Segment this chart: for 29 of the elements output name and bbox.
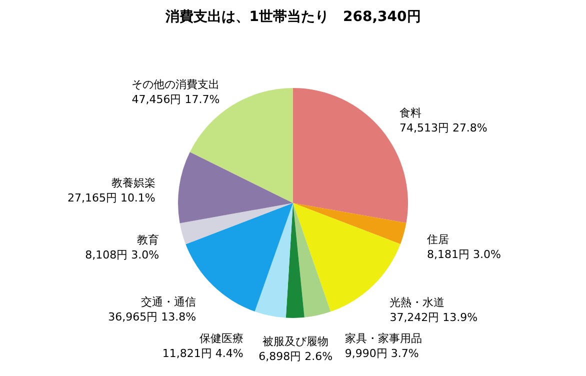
- slice-label: 教育: [137, 233, 160, 246]
- data-label: 8,108円 3.0%: [85, 248, 160, 262]
- pie-slice: [293, 203, 406, 244]
- pie-slice: [293, 203, 331, 318]
- pie-slice: [180, 203, 293, 244]
- slice-label: 保健医療: [199, 332, 244, 346]
- slice-label: 交通・通信: [141, 296, 196, 309]
- slice-label: 被服及び履物: [262, 334, 329, 348]
- chart-title: 消費支出は、1世帯当たり 268,340円: [164, 9, 421, 25]
- data-label: 74,513円 27.8%: [399, 122, 488, 135]
- data-label: 37,242円 13.9%: [390, 310, 478, 324]
- slice-label: 住居: [426, 233, 449, 246]
- pie-slice: [286, 203, 304, 318]
- data-label: 8,181円 3.0%: [426, 248, 501, 262]
- pie-slice: [186, 203, 293, 312]
- data-label: 36,965円 13.8%: [108, 310, 196, 324]
- data-label: 6,898円 2.6%: [258, 350, 333, 363]
- data-label: 11,821円 4.4%: [162, 347, 244, 360]
- data-label: 27,165円 10.1%: [67, 191, 156, 204]
- slice-label: 光熱・水道: [390, 296, 445, 309]
- pie-slice: [293, 203, 400, 312]
- slice-label: 家具・家事用品: [344, 332, 422, 345]
- pie-slice: [178, 152, 293, 224]
- slice-label: 食料: [399, 106, 422, 120]
- slice-label: 教養娯楽: [111, 176, 156, 190]
- data-label: 47,456円 17.7%: [132, 92, 220, 106]
- slice-label: その他の消費支出: [132, 78, 220, 91]
- data-label: 9,990円 3.7%: [344, 346, 419, 360]
- pie-slice: [254, 203, 293, 318]
